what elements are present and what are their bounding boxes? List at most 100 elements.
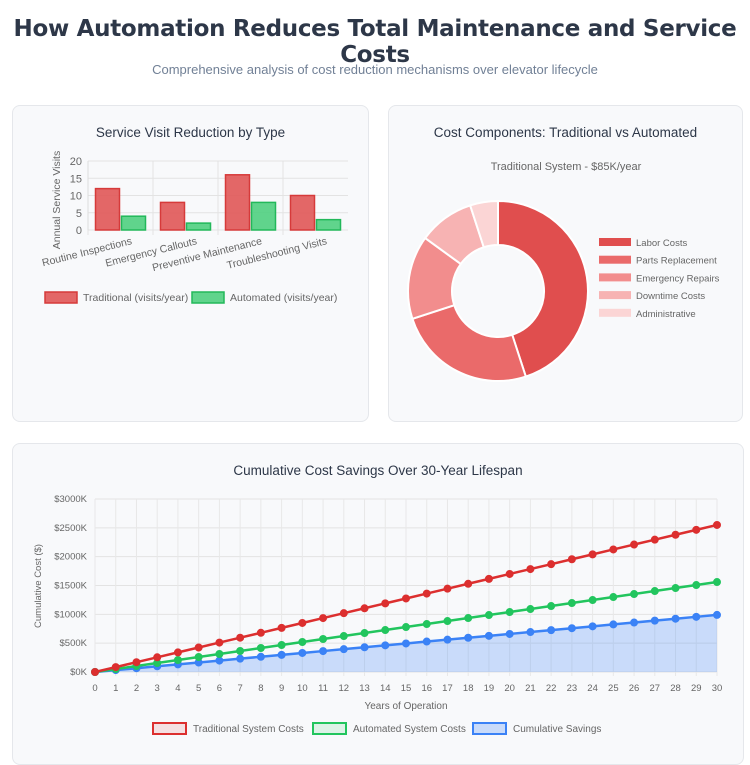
data-point	[277, 623, 286, 632]
bar	[224, 174, 251, 231]
x-tick-label: 24	[587, 683, 598, 694]
data-point	[339, 609, 348, 618]
y-tick-label: 5	[76, 208, 82, 220]
data-point	[671, 530, 680, 539]
x-tick-label: 13	[359, 683, 370, 694]
legend-swatch	[599, 255, 631, 264]
data-point	[713, 578, 721, 587]
data-point	[153, 653, 162, 662]
x-tick-label: 8	[258, 683, 263, 694]
bar	[315, 218, 342, 231]
bar	[120, 215, 147, 231]
data-point	[402, 623, 410, 632]
data-point	[464, 633, 473, 642]
data-point	[464, 614, 473, 623]
y-tick-label: $1500K	[54, 581, 87, 592]
data-point	[215, 638, 224, 647]
data-point	[547, 626, 556, 635]
donut-slice	[468, 199, 499, 249]
legend-label: Cumulative Savings	[513, 724, 601, 735]
data-point	[526, 628, 535, 637]
x-tick-label: 21	[525, 683, 536, 694]
x-tick-label: 18	[463, 683, 474, 694]
bar	[289, 194, 316, 231]
x-tick-label: 2	[134, 683, 139, 694]
data-point	[236, 654, 245, 663]
legend-swatch	[44, 291, 78, 304]
data-point	[256, 652, 265, 661]
y-tick-label: 0	[76, 225, 82, 237]
data-point	[609, 593, 618, 602]
data-point	[526, 565, 535, 574]
legend-label: Automated (visits/year)	[230, 292, 337, 304]
x-tick-label: 19	[484, 683, 495, 694]
data-point	[547, 560, 556, 569]
data-point	[692, 612, 701, 621]
x-tick-label: 11	[318, 683, 328, 694]
data-point	[319, 635, 328, 644]
x-tick-label: 5	[196, 683, 201, 694]
donut-subtitle: Traditional System - $85K/year	[491, 161, 642, 173]
data-point	[443, 584, 452, 593]
y-tick-label: $2500K	[54, 523, 87, 534]
bar	[159, 201, 186, 231]
x-tick-label: 17	[442, 683, 453, 694]
legend-swatch	[599, 238, 631, 246]
y-tick-label: 15	[70, 173, 82, 185]
data-point	[422, 620, 431, 629]
legend-label: Downtime Costs	[636, 291, 705, 302]
data-point	[671, 614, 680, 623]
data-point	[443, 617, 452, 626]
x-tick-label: 26	[629, 683, 640, 694]
data-point	[692, 525, 701, 534]
data-point	[484, 574, 493, 583]
y-tick-label: 10	[70, 191, 82, 203]
data-point	[194, 653, 203, 662]
data-point	[111, 663, 120, 672]
data-point	[505, 608, 514, 617]
bar-chart-title: Service Visit Reduction by Type	[95, 125, 286, 140]
data-point	[319, 647, 328, 656]
data-point	[215, 656, 224, 665]
data-point	[298, 638, 307, 647]
data-point	[650, 535, 659, 544]
y-tick-label: $500K	[60, 638, 88, 649]
legend-label: Parts Replacement	[636, 256, 717, 267]
legend-swatch	[312, 722, 347, 735]
data-point	[132, 658, 141, 667]
page-title: How Automation Reduces Total Maintenance…	[13, 16, 737, 68]
data-point	[339, 632, 348, 641]
data-point	[236, 647, 245, 656]
y-tick-label: $3000K	[54, 494, 87, 505]
legend-swatch	[152, 722, 187, 735]
x-tick-label: 30	[712, 683, 723, 694]
data-point	[319, 614, 328, 623]
legend-label: Traditional (visits/year)	[83, 292, 188, 304]
x-tick-label: 1	[113, 683, 118, 694]
data-point	[381, 626, 390, 635]
x-tick-label: 10	[297, 683, 308, 694]
x-tick-label: 22	[546, 683, 557, 694]
page-subtitle: Comprehensive analysis of cost reduction…	[152, 62, 598, 77]
data-point	[256, 644, 265, 653]
bar	[94, 187, 121, 231]
data-point	[609, 620, 618, 629]
y-axis-label: Cumulative Cost ($)	[33, 544, 44, 628]
data-point	[547, 602, 556, 611]
data-point	[567, 599, 576, 608]
data-point	[298, 618, 307, 627]
data-point	[360, 643, 369, 652]
legend-swatch	[599, 273, 631, 282]
x-tick-label: 14	[380, 683, 391, 694]
data-point	[588, 550, 597, 559]
data-point	[671, 584, 680, 593]
data-point	[298, 648, 307, 657]
legend-label: Labor Costs	[636, 238, 687, 249]
data-point	[630, 540, 639, 549]
legend-swatch	[472, 722, 507, 735]
legend-label: Automated System Costs	[353, 724, 466, 735]
data-point	[505, 569, 514, 578]
data-point	[277, 641, 286, 650]
data-point	[567, 624, 576, 633]
